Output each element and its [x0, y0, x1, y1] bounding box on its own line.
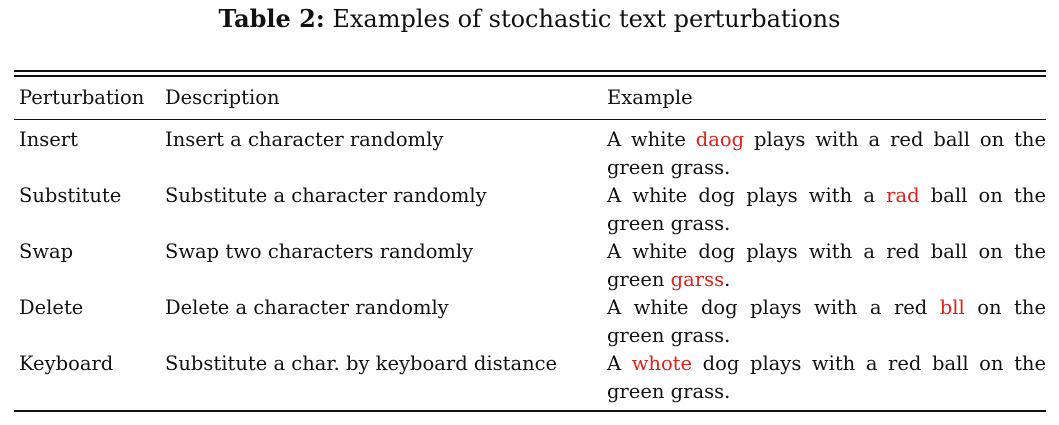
caption-label: Table 2:	[218, 4, 325, 33]
cell-example: A white daog plays with a red ball on th…	[607, 126, 1046, 182]
example-text: A white dog plays with a red ball on the…	[607, 240, 1046, 291]
example-text: .	[724, 268, 731, 291]
table-row: Substitute Substitute a character random…	[14, 182, 1046, 238]
header-example: Example	[607, 86, 693, 109]
header-perturbation: Perturbation	[19, 86, 145, 109]
cell-example: A white dog plays with a red bll on the …	[607, 294, 1046, 350]
table-row: Keyboard Substitute a char. by keyboard …	[14, 350, 1046, 406]
cell-example: A white dog plays with a rad ball on the…	[607, 182, 1046, 238]
example-text: A white dog plays with a red	[607, 296, 940, 319]
cell-perturbation: Delete	[19, 296, 84, 319]
perturbed-word: garss	[670, 268, 725, 291]
table-row: Delete Delete a character randomly A whi…	[14, 294, 1046, 350]
example-text: plays with a red ball on the green grass…	[607, 128, 1046, 179]
example-text: dog plays with a red ball on the green g…	[607, 352, 1046, 403]
header-description: Description	[165, 86, 280, 109]
cell-perturbation: Keyboard	[19, 352, 114, 375]
cell-example: A whote dog plays with a red ball on the…	[607, 350, 1046, 406]
example-text: A white	[607, 128, 696, 151]
caption-text: Examples of stochastic text perturbation…	[332, 5, 841, 33]
cell-perturbation: Swap	[19, 240, 74, 263]
mid-rule	[14, 119, 1046, 120]
perturbed-word: whote	[631, 352, 693, 375]
table-header-row: Perturbation Description Example	[14, 77, 1046, 119]
cell-perturbation: Insert	[19, 128, 78, 151]
cell-description: Substitute a char. by keyboard distance	[165, 352, 558, 375]
top-rule	[14, 70, 1046, 72]
cell-example: A white dog plays with a red ball on the…	[607, 238, 1046, 294]
perturbed-word: daog	[695, 128, 745, 151]
example-text: A white dog plays with a	[607, 184, 887, 207]
cell-description: Swap two characters randomly	[165, 240, 474, 263]
example-text: on the green grass.	[607, 296, 1046, 347]
example-text: A	[607, 352, 632, 375]
cell-description: Substitute a character randomly	[165, 184, 487, 207]
table-caption: Table 2: Examples of stochastic text per…	[0, 4, 1059, 34]
table-row: Swap Swap two characters randomly A whit…	[14, 238, 1046, 294]
perturbation-table: Perturbation Description Example Insert …	[14, 70, 1046, 412]
table-row: Insert Insert a character randomly A whi…	[14, 120, 1046, 182]
cell-perturbation: Substitute	[19, 184, 122, 207]
top-rule-second	[14, 75, 1046, 77]
bottom-rule	[14, 410, 1046, 412]
example-text: ball on the green grass.	[607, 184, 1046, 235]
perturbed-word: rad	[886, 184, 920, 207]
perturbed-word: bll	[939, 296, 965, 319]
cell-description: Insert a character randomly	[165, 128, 444, 151]
cell-description: Delete a character randomly	[165, 296, 449, 319]
